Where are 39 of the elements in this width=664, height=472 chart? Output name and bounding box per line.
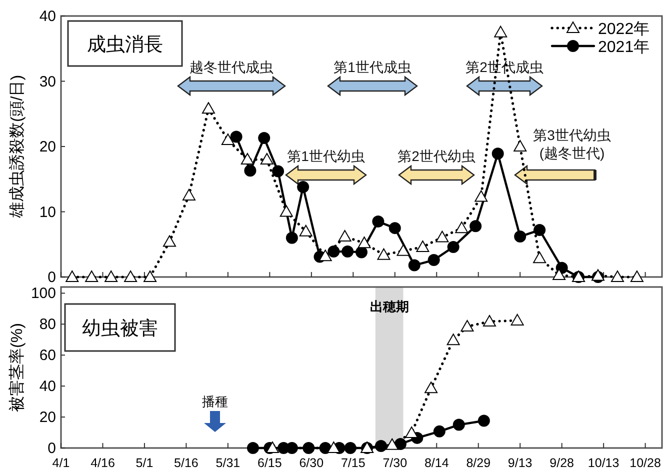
y-tick-label: 40 — [39, 8, 56, 25]
x-tick-label: 5/31 — [216, 456, 240, 470]
x-tick-label: 4/1 — [52, 456, 70, 470]
x-tick-label: 7/15 — [340, 456, 366, 470]
x-tick-label: 7/30 — [382, 456, 408, 470]
x-tick-label: 9/28 — [550, 456, 574, 470]
band-label: 出穂期 — [370, 299, 409, 314]
y-tick-label: 20 — [39, 409, 56, 426]
y-tick-label: 0 — [48, 269, 56, 286]
x-tick-label: 8/14 — [424, 456, 449, 470]
annotation: 越冬世代成虫 — [190, 59, 274, 75]
y-tick-label: 20 — [39, 138, 56, 156]
annotation: 第1世代成虫 — [334, 59, 412, 75]
x-tick-label: 9/13 — [508, 456, 532, 470]
y-tick-label: 60 — [39, 347, 56, 364]
x-tick-label: 5/16 — [174, 456, 198, 470]
x-tick-label: 6/15 — [258, 456, 282, 470]
y-tick-label: 30 — [39, 73, 56, 90]
x-tick-label: 8/29 — [466, 456, 491, 470]
x-tick-label: 10/28 — [630, 456, 661, 470]
y-tick-label: 40 — [39, 378, 56, 396]
annotation: 第3世代幼虫 (越冬世代) — [533, 127, 611, 161]
annotation: 第1世代幼虫 — [287, 148, 365, 164]
y-tick-label: 0 — [48, 440, 56, 457]
y-axis-title: 雄成虫誘殺数(頭/日) — [8, 74, 26, 220]
y-tick-label: 80 — [39, 316, 56, 334]
annotation: 幼虫被害 — [82, 318, 158, 340]
y-tick-label: 100 — [30, 285, 56, 302]
legend-label: 2022年 — [598, 21, 650, 38]
annotation: 播種 — [202, 394, 228, 409]
x-tick-label: 5/1 — [136, 456, 154, 470]
y-axis-title: 被害茎率(%) — [8, 323, 26, 412]
x-tick-label: 4/16 — [90, 456, 115, 470]
x-tick-label: 6/30 — [299, 456, 324, 470]
annotation: 第2世代幼虫 — [398, 148, 476, 164]
legend-label: 2021年 — [598, 39, 650, 56]
y-tick-label: 10 — [39, 204, 56, 221]
x-tick-label: 10/13 — [588, 456, 620, 470]
annotation: 成虫消長 — [87, 34, 163, 56]
